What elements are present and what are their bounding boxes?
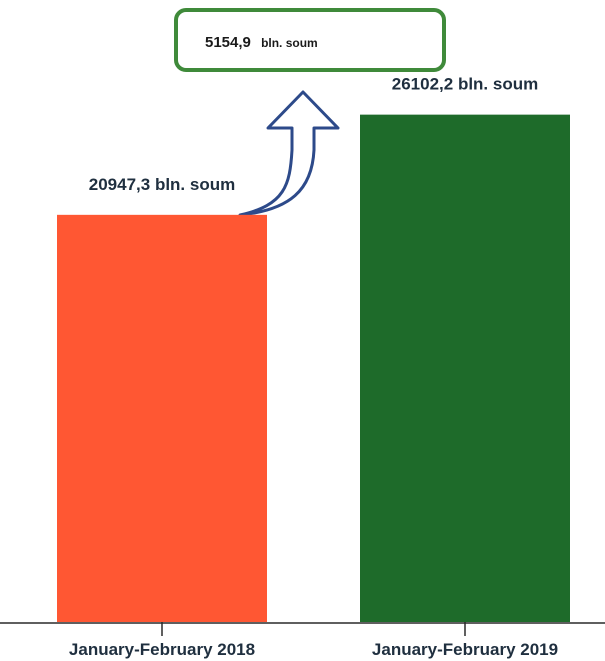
bar-1 [57, 214, 267, 622]
x-axis-ticks: January-February 2018 January-February 20… [69, 622, 558, 659]
difference-callout: 5154,9 bln. soum [174, 8, 446, 72]
bar-2 [360, 114, 570, 622]
callout-value-text: 5154,9 bln. soum [205, 34, 318, 51]
bars: 20947,3 bln. soum 26102,2 bln. soum [57, 75, 570, 622]
bar-data-label-2: 26102,2 bln. soum [392, 75, 538, 94]
x-tick-label-2: January-February 2019 [372, 640, 558, 659]
bar-data-label-1: 20947,3 bln. soum [89, 175, 235, 194]
callout-value: 5154,9 [205, 34, 251, 51]
increase-arrow-icon [238, 90, 340, 217]
x-tick-label-1: January-February 2018 [69, 640, 255, 659]
callout-box [174, 8, 446, 72]
callout-unit: bln. soum [261, 36, 318, 50]
